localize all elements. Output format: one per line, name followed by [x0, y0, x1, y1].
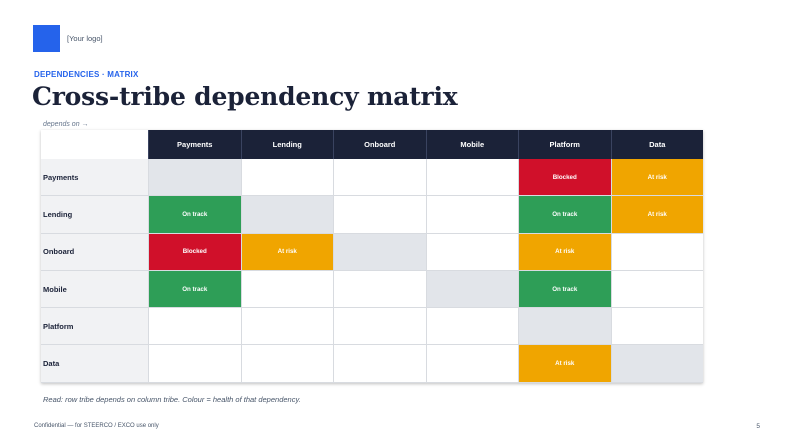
depends-on-hint: depends on → — [43, 121, 89, 128]
status-cell-at-risk: At risk — [518, 345, 611, 383]
column-header-platform: Platform — [518, 130, 611, 159]
column-header-lending: Lending — [240, 130, 333, 159]
status-cell-blocked: Blocked — [518, 159, 611, 197]
matrix-cell-empty — [333, 159, 426, 197]
matrix-cell-empty — [610, 308, 703, 346]
matrix-cell-empty — [425, 159, 518, 197]
matrix-cell-self — [333, 233, 426, 271]
column-header-onboard: Onboard — [333, 130, 426, 159]
matrix-cell-self — [425, 270, 518, 309]
status-cell-on-track: On track — [148, 270, 241, 309]
section-kicker: DEPENDENCIES · MATRIX — [34, 70, 139, 79]
matrix-cell-empty — [333, 196, 426, 234]
status-cell-on-track: On track — [148, 196, 241, 234]
matrix-cell-empty — [610, 233, 703, 271]
status-cell-at-risk: At risk — [240, 233, 333, 271]
row-header-mobile: Mobile — [41, 270, 148, 309]
logo-mark — [33, 25, 60, 52]
matrix-cell-empty — [333, 345, 426, 383]
logo-placeholder: [Your logo] — [67, 34, 103, 43]
matrix-cell-empty — [240, 308, 333, 346]
row-header-payments: Payments — [41, 159, 148, 197]
dependency-matrix: Payments Lending Onboard Mobile Platform Data… — [41, 130, 703, 383]
matrix-cell-empty — [148, 345, 241, 383]
matrix-cell-empty — [333, 308, 426, 346]
status-cell-blocked: Blocked — [148, 233, 241, 271]
matrix-corner — [41, 130, 148, 159]
row-header-platform: Platform — [41, 308, 148, 346]
matrix-cell-self — [518, 308, 611, 346]
matrix-cell-empty — [240, 345, 333, 383]
matrix-cell-empty — [240, 270, 333, 309]
matrix-cell-empty — [610, 270, 703, 309]
matrix-cell-empty — [425, 345, 518, 383]
matrix-cell-self — [610, 345, 703, 383]
matrix-cell-self — [240, 196, 333, 234]
matrix-cell-empty — [425, 196, 518, 234]
column-header-mobile: Mobile — [425, 130, 518, 159]
status-cell-at-risk: At risk — [610, 159, 703, 197]
matrix-cell-empty — [425, 233, 518, 271]
confidential-footer: Confidential — for STEERCO / EXCO use on… — [34, 423, 159, 429]
status-cell-on-track: On track — [518, 270, 611, 309]
footnote: Read: row tribe depends on column tribe.… — [43, 395, 301, 404]
matrix-cell-empty — [425, 308, 518, 346]
column-header-payments: Payments — [148, 130, 241, 159]
matrix-cell-empty — [148, 308, 241, 346]
row-header-data: Data — [41, 345, 148, 383]
row-header-onboard: Onboard — [41, 233, 148, 271]
status-cell-on-track: On track — [518, 196, 611, 234]
matrix-cell-self — [148, 159, 241, 197]
column-header-data: Data — [610, 130, 703, 159]
status-cell-at-risk: At risk — [610, 196, 703, 234]
page-number: 5 — [756, 423, 760, 430]
matrix-cell-empty — [240, 159, 333, 197]
row-header-lending: Lending — [41, 196, 148, 234]
page-title: Cross-tribe dependency matrix — [32, 82, 458, 111]
status-cell-at-risk: At risk — [518, 233, 611, 271]
matrix-cell-empty — [333, 270, 426, 309]
